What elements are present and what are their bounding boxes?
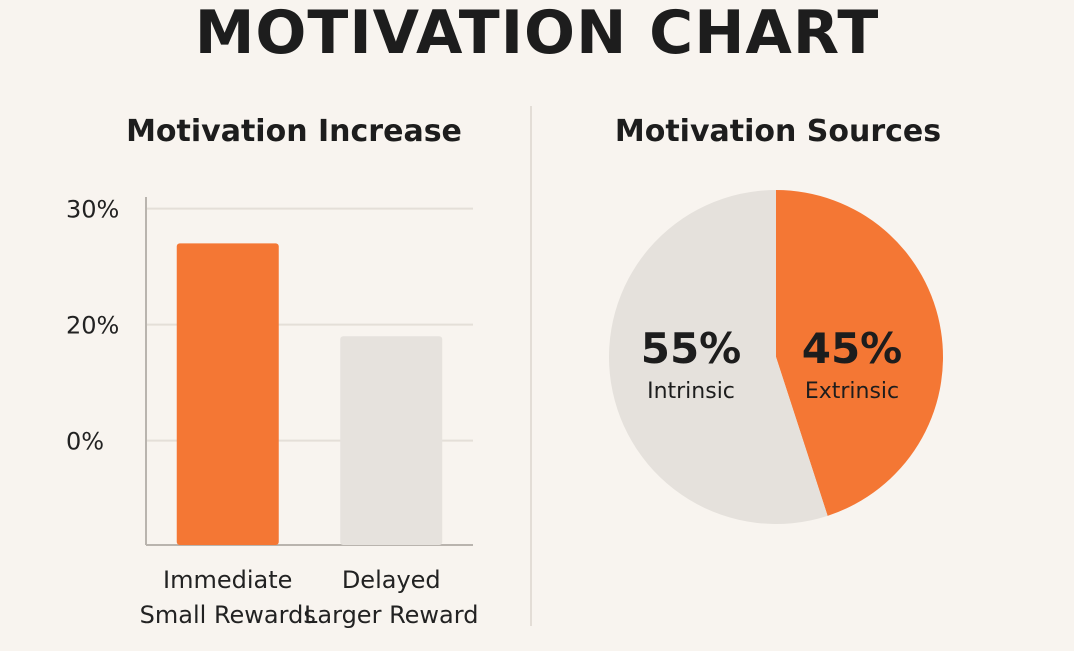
page-title: MOTIVATION CHART	[194, 0, 880, 68]
bar-chart: 30% 20% 0% Immediate Small Rewards Delayed Lar…	[66, 196, 478, 629]
pie-percent-label: 55%	[641, 324, 742, 373]
bar-chart-title: Motivation Increase	[126, 114, 462, 149]
x-category-label: Delayed	[342, 566, 441, 594]
x-category-label: Immediate	[163, 566, 292, 594]
pie-slice-label: Intrinsic	[647, 379, 735, 404]
bar-2	[340, 336, 443, 545]
panel-divider	[530, 106, 532, 626]
bar-1	[176, 243, 279, 545]
pie-slice-extrinsic	[776, 190, 943, 516]
y-tick-label: 30%	[66, 196, 119, 224]
pie-slice-intrinsic	[609, 190, 828, 524]
y-tick-label: 0%	[66, 428, 104, 456]
pie-chart-title: Motivation Sources	[614, 114, 942, 149]
x-category-label: Small Rewards	[140, 601, 316, 629]
pie-slice-label: Extrinsic	[805, 379, 899, 404]
x-category-label: Larger Reward	[304, 601, 478, 629]
y-tick-label: 20%	[66, 312, 119, 340]
pie-percent-label: 45%	[802, 324, 903, 373]
